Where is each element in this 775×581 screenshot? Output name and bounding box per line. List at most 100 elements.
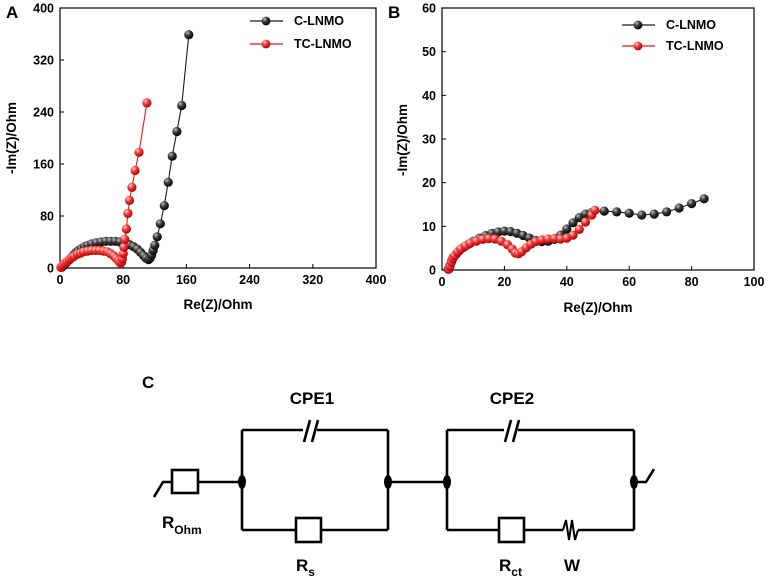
panel-a-point-c-lnmo bbox=[172, 126, 182, 137]
panel-b-point-c-lnmo bbox=[649, 209, 659, 219]
panel-b-point-c-lnmo bbox=[562, 224, 572, 234]
legend-a-text-c-lnmo: C-LNMO bbox=[294, 14, 344, 28]
cpe2-label: CPE2 bbox=[490, 389, 534, 408]
panel-a-point-c-lnmo bbox=[152, 232, 162, 242]
panel-a-point-c-lnmo bbox=[184, 30, 194, 40]
panel-b-point-c-lnmo bbox=[637, 210, 647, 220]
panel-a-point-c-lnmo bbox=[155, 219, 165, 229]
panel-a-y-tick-label: 400 bbox=[33, 2, 54, 16]
panel-b-y-tick-label: 60 bbox=[422, 2, 436, 16]
panel-b-y-tick-label: 30 bbox=[422, 133, 436, 147]
circuit-input-lead bbox=[152, 480, 172, 498]
panel-b-y-axis-title: -Im(Z)/Ohm bbox=[395, 104, 410, 176]
rs-label-sub: s bbox=[308, 565, 315, 579]
rct-label-main: R bbox=[499, 556, 511, 575]
rct-resistor bbox=[497, 516, 526, 544]
panel-b-x-tick-label: 0 bbox=[439, 275, 446, 289]
panel-a-point-tc-lnmo bbox=[123, 208, 133, 218]
panel-b-y-tick-label: 40 bbox=[422, 89, 436, 103]
panel-b-point-c-lnmo bbox=[568, 218, 578, 228]
panel-a-x-tick-label: 240 bbox=[239, 273, 260, 287]
panel-b-x-tick-label: 100 bbox=[744, 275, 765, 289]
junction-node-3 bbox=[443, 475, 451, 489]
panel-a-y-axis-title: -Im(Z)/Ohm bbox=[4, 102, 19, 174]
r-ohm-label-main: R bbox=[162, 513, 174, 532]
panel-a-y-tick-label: 0 bbox=[47, 262, 54, 276]
panel-a-point-tc-lnmo bbox=[120, 234, 130, 244]
panel-b-frame bbox=[441, 7, 755, 271]
panel-b-point-tc-lnmo bbox=[590, 205, 600, 215]
legend-a-text-tc-lnmo: TC-LNMO bbox=[294, 37, 352, 51]
panel-b-y-tick-label: 50 bbox=[422, 45, 436, 59]
panel-a-y-tick-label: 240 bbox=[33, 106, 54, 120]
cpe1-label: CPE1 bbox=[290, 389, 334, 408]
panel-b-chart: B 0 20 40 60 80 100 0 10 20 30 40 50 60 C-LNMO TC-LN… bbox=[388, 2, 764, 316]
panel-b-point-tc-lnmo bbox=[568, 230, 578, 240]
rs-label-main: R bbox=[296, 556, 308, 575]
panel-b-x-tick-label: 20 bbox=[497, 275, 511, 289]
panel-b-x-tick-label: 80 bbox=[685, 275, 699, 289]
panel-a-point-tc-lnmo bbox=[134, 147, 144, 157]
legend-b-text-c-lnmo: C-LNMO bbox=[666, 18, 716, 32]
panel-a-point-c-lnmo bbox=[150, 240, 160, 250]
panel-b-x-tick-label: 40 bbox=[560, 275, 574, 289]
cpe1-symbol bbox=[302, 419, 320, 443]
panel-b-point-tc-lnmo bbox=[574, 224, 584, 234]
legend-b-marker-tc-lnmo bbox=[633, 41, 643, 51]
warburg-symbol bbox=[562, 519, 579, 541]
panel-b-y-tick-label: 0 bbox=[429, 264, 436, 278]
panel-b-point-c-lnmo bbox=[687, 199, 697, 209]
cpe2-symbol bbox=[503, 419, 521, 443]
panel-b-point-tc-lnmo bbox=[580, 217, 591, 227]
panel-a-y-tick-label: 80 bbox=[40, 210, 54, 224]
panel-a-y-tick-label: 320 bbox=[33, 54, 54, 68]
legend-a-marker-tc-lnmo bbox=[261, 39, 271, 49]
panel-a-x-tick-label: 80 bbox=[116, 273, 130, 287]
panel-a-chart: A 0 80 160 240 320 400 0 80 160 240 320 400 C-LNMO … bbox=[4, 2, 386, 313]
panel-a-y-tick-label: 160 bbox=[33, 158, 54, 172]
panel-b-point-c-lnmo bbox=[612, 207, 622, 217]
panel-a-x-tick-label: 0 bbox=[57, 273, 64, 287]
panel-b-legend: C-LNMO TC-LNMO bbox=[622, 18, 724, 53]
panel-b-x-tick-label: 60 bbox=[622, 275, 636, 289]
panel-b-y-tick-label: 20 bbox=[422, 176, 436, 190]
panel-a-point-c-lnmo bbox=[167, 151, 177, 161]
rs-label: Rs bbox=[296, 556, 315, 579]
panel-b-label: B bbox=[388, 3, 400, 22]
panel-b-y-tick-label: 10 bbox=[422, 220, 436, 234]
panel-b-point-c-lnmo bbox=[699, 194, 709, 204]
junction-node-1 bbox=[238, 475, 246, 489]
panel-c-circuit: C bbox=[142, 373, 656, 579]
panel-a-x-axis-title: Re(Z)/Ohm bbox=[184, 297, 253, 312]
rct-label-sub: ct bbox=[511, 565, 522, 579]
panel-b-point-c-lnmo bbox=[599, 206, 609, 216]
junction-node-2 bbox=[384, 475, 392, 489]
panel-a-point-c-lnmo bbox=[177, 100, 187, 111]
panel-a-point-tc-lnmo bbox=[119, 242, 129, 252]
legend-b-text-tc-lnmo: TC-LNMO bbox=[666, 39, 724, 53]
warburg-label: W bbox=[564, 556, 581, 575]
r-ohm-label: ROhm bbox=[162, 513, 202, 537]
panel-c-label: C bbox=[142, 373, 154, 392]
panel-a-point-tc-lnmo bbox=[124, 195, 135, 205]
panel-a-x-tick-label: 320 bbox=[302, 273, 323, 287]
panel-a-point-c-lnmo bbox=[159, 201, 169, 211]
junction-node-4 bbox=[630, 475, 638, 489]
panel-a-point-tc-lnmo bbox=[127, 182, 137, 192]
panel-b-point-c-lnmo bbox=[662, 207, 672, 217]
panel-a-x-tick-label: 160 bbox=[176, 273, 197, 287]
r-ohm-label-sub: Ohm bbox=[174, 523, 201, 537]
panel-a-point-c-lnmo bbox=[163, 177, 173, 187]
panel-a-point-tc-lnmo bbox=[121, 224, 131, 234]
panel-b-point-c-lnmo bbox=[674, 203, 684, 213]
panel-a-point-tc-lnmo bbox=[130, 165, 140, 176]
panel-b-x-axis-title: Re(Z)/Ohm bbox=[564, 300, 633, 315]
rct-label: Rct bbox=[499, 556, 522, 579]
panel-a-frame bbox=[59, 7, 377, 269]
panel-a-x-tick-label: 400 bbox=[366, 273, 387, 287]
panel-a-label: A bbox=[6, 3, 18, 22]
panel-a-point-tc-lnmo bbox=[142, 98, 152, 108]
panel-a-legend: C-LNMO TC-LNMO bbox=[250, 14, 352, 51]
legend-b-marker-c-lnmo bbox=[633, 20, 643, 30]
